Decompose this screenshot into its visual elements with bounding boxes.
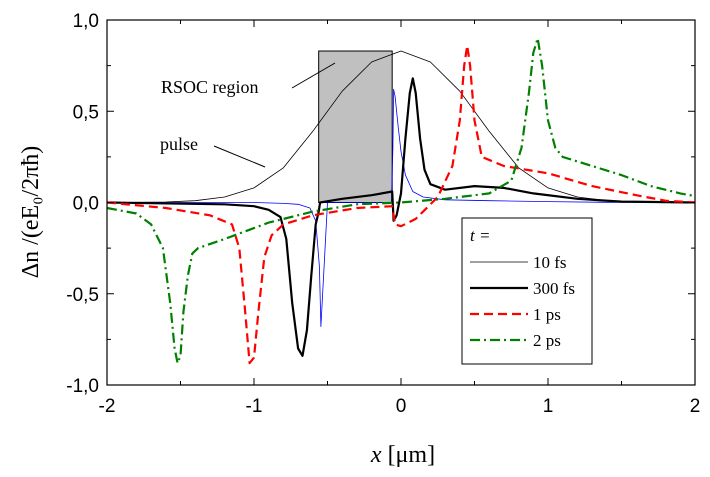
y-tick-label: -1,0 — [66, 376, 99, 397]
legend: t = 10 fs 300 fs 1 ps 2 ps — [461, 217, 593, 365]
legend-title: t = — [470, 226, 490, 245]
legend-label-1-ps: 1 ps — [533, 305, 561, 324]
x-tick-label: 2 — [690, 396, 701, 417]
y-tick-label: 1,0 — [73, 11, 99, 32]
series-line-2-ps — [106, 37, 696, 365]
x-tick-label: 1 — [543, 396, 554, 417]
annotation-pulse: pulse — [160, 134, 198, 154]
y-tick-label: -0,5 — [66, 285, 99, 306]
annotation-rsoc: RSOC region — [161, 77, 259, 97]
annotation-pulse-arrow — [213, 145, 266, 168]
series-line-10-fs — [107, 88, 696, 327]
y-axis-title: Δn /(eE₀/2πħ) — [18, 146, 44, 279]
y-tick-label: 0,0 — [73, 194, 99, 215]
x-tick-label: 0 — [396, 396, 407, 417]
legend-label-2-ps: 2 ps — [533, 331, 561, 350]
x-tick-label: -1 — [246, 396, 263, 417]
x-tick-label: -2 — [99, 396, 116, 417]
annotation-rsoc-arrow — [291, 62, 336, 89]
y-tick-label: 0,5 — [73, 102, 99, 123]
rsoc-region — [318, 50, 393, 204]
legend-label-300-fs: 300 fs — [533, 279, 575, 298]
series-line-300-fs — [106, 77, 696, 357]
legend-label-10-fs: 10 fs — [533, 253, 567, 272]
series-line-1-ps — [106, 44, 696, 365]
x-axis-title: x [μm] — [370, 442, 435, 468]
